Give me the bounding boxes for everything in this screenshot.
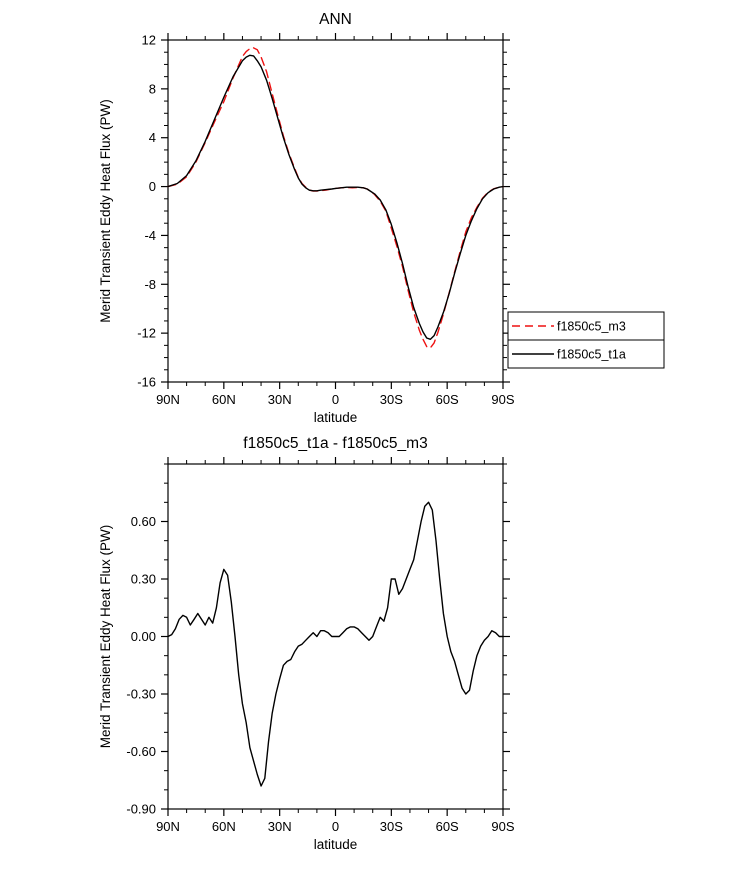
svg-text:f1850c5_t1a: f1850c5_t1a	[557, 348, 626, 362]
svg-text:8: 8	[149, 81, 156, 96]
svg-text:f1850c5_t1a - f1850c5_m3: f1850c5_t1a - f1850c5_m3	[243, 435, 427, 452]
svg-text:12: 12	[142, 33, 156, 48]
svg-text:-8: -8	[144, 277, 156, 292]
svg-text:60S: 60S	[436, 819, 459, 834]
svg-text:30S: 30S	[380, 819, 403, 834]
svg-text:60S: 60S	[436, 392, 459, 407]
svg-text:-0.60: -0.60	[126, 744, 156, 759]
svg-text:4: 4	[149, 130, 156, 145]
svg-text:0.60: 0.60	[131, 514, 156, 529]
svg-text:0: 0	[332, 819, 339, 834]
svg-text:30N: 30N	[268, 392, 292, 407]
svg-text:0.00: 0.00	[131, 629, 156, 644]
svg-text:90N: 90N	[156, 819, 180, 834]
svg-text:f1850c5_m3: f1850c5_m3	[557, 320, 626, 334]
svg-text:60N: 60N	[212, 819, 236, 834]
svg-text:Merid Transient Eddy Heat Flux: Merid Transient Eddy Heat Flux (PW)	[98, 99, 113, 323]
svg-text:60N: 60N	[212, 392, 236, 407]
svg-text:30S: 30S	[380, 392, 403, 407]
svg-text:-0.90: -0.90	[126, 802, 156, 817]
svg-text:latitude: latitude	[314, 410, 358, 425]
svg-text:latitude: latitude	[314, 837, 358, 852]
svg-text:90N: 90N	[156, 392, 180, 407]
svg-text:-12: -12	[137, 326, 156, 341]
svg-text:ANN: ANN	[319, 11, 352, 28]
top-chart: 90N 60N 30N 0 30S 60S 90S 12 8 4 0 -4 -8 -12 -16 ANN lat…	[98, 11, 665, 425]
svg-text:90S: 90S	[491, 819, 514, 834]
svg-text:0.30: 0.30	[131, 572, 156, 587]
svg-text:0: 0	[149, 179, 156, 194]
svg-text:90S: 90S	[491, 392, 514, 407]
svg-text:-16: -16	[137, 375, 156, 390]
svg-text:30N: 30N	[268, 819, 292, 834]
svg-text:0: 0	[332, 392, 339, 407]
svg-text:Merid Transient Eddy Heat Flux: Merid Transient Eddy Heat Flux (PW)	[98, 525, 113, 749]
svg-text:-4: -4	[144, 228, 156, 243]
bottom-chart: 90N 60N 30N 0 30S 60S 90S 0.60 0.30 0.00 -0.30 -0.6…	[98, 435, 515, 852]
svg-text:-0.30: -0.30	[126, 687, 156, 702]
